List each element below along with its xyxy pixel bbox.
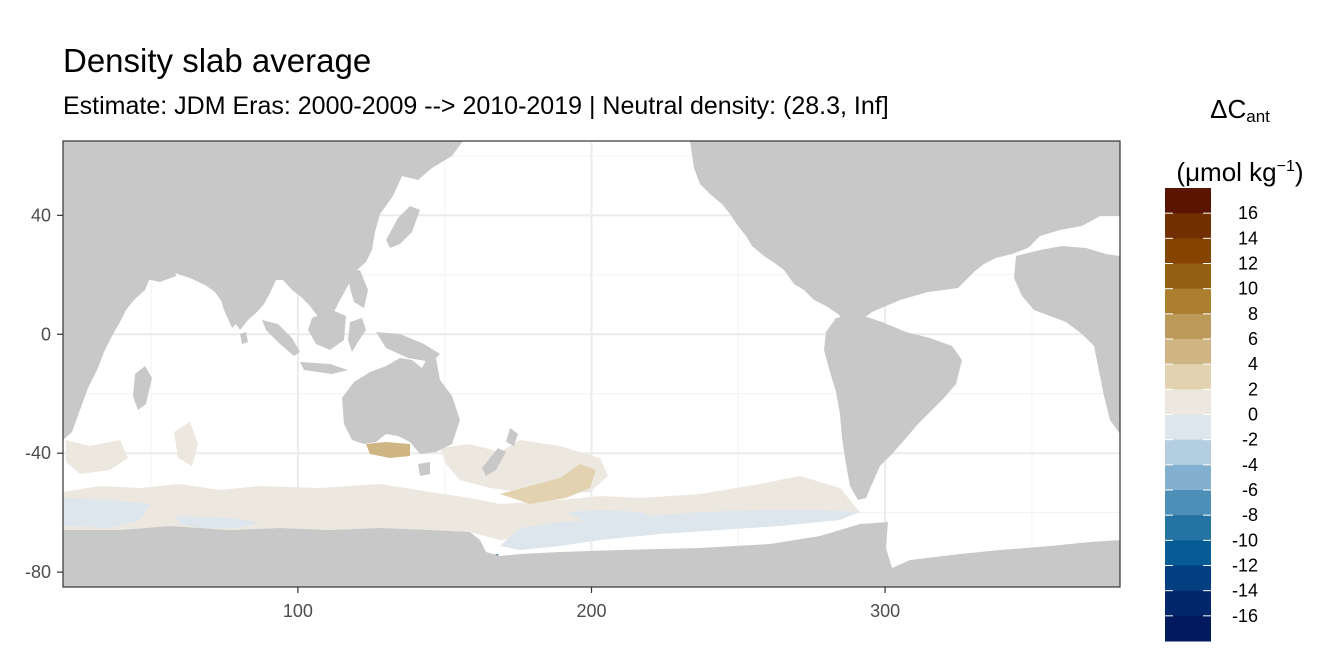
data-field-layer (63, 422, 860, 564)
colorbar-label: 12 (1238, 254, 1258, 274)
land-greenland (1060, 141, 1120, 196)
colorbar-label: 16 (1238, 203, 1258, 223)
colorbar-label: 2 (1248, 379, 1258, 399)
colorbar-label: 10 (1238, 279, 1258, 299)
land-australia (342, 352, 460, 454)
land-newguinea (376, 332, 440, 362)
colorbar-swatch (1165, 414, 1211, 441)
land-newzealand (482, 428, 518, 476)
colorbar-swatch (1165, 364, 1211, 390)
colorbar-swatch (1165, 288, 1211, 315)
colorbar-swatch (1165, 389, 1211, 415)
colorbar-label: -14 (1232, 581, 1258, 601)
colorbar-label: -10 (1232, 530, 1258, 550)
plot-subtitle: Estimate: JDM Eras: 2000-2009 --> 2010-2… (63, 92, 889, 120)
colorbar-swatch (1165, 213, 1211, 239)
colorbar-label: 6 (1248, 329, 1258, 349)
colorbar-label: -2 (1242, 430, 1258, 450)
y-tick-label: 40 (31, 205, 51, 225)
land-srilanka (240, 332, 248, 344)
colorbar: 16 14 12 10 8 6 4 2 0 -2 -4 -6 -8 -10 -12 -14 -16 (1165, 188, 1258, 642)
colorbar-swatch (1165, 615, 1211, 642)
legend-unit: (μmol kg−1) (1176, 157, 1304, 187)
colorbar-swatch (1165, 540, 1211, 566)
legend-title: ΔCant (μmol kg−1) (1150, 84, 1330, 197)
land-philippines (348, 270, 368, 308)
colorbar-label: -8 (1242, 505, 1258, 525)
field-region-4 (740, 476, 830, 506)
legend-variable: ΔCant (1210, 94, 1270, 126)
land-cuba (908, 268, 948, 280)
colorbar-label: -12 (1232, 556, 1258, 576)
colorbar-swatch (1165, 464, 1211, 491)
plot-title: Density slab average (63, 42, 372, 79)
land-africa-east-wrap (1014, 246, 1120, 434)
colorbar-swatch (1165, 490, 1211, 516)
land-eurasia-africa (63, 141, 463, 440)
land-sulawesi (348, 318, 366, 352)
colorbar-label: 4 (1248, 354, 1258, 374)
land-layer (63, 141, 1120, 587)
field-region-2 (366, 442, 410, 458)
colorbar-swatch (1165, 313, 1211, 340)
land-antarctica (63, 522, 1120, 587)
y-tick-label: -40 (25, 443, 51, 463)
land-south-america (824, 314, 962, 500)
land-sumatra (262, 320, 300, 356)
colorbar-swatch (1165, 339, 1211, 365)
field-region-1 (63, 498, 860, 550)
land-tasmania (418, 462, 430, 476)
colorbar-swatch (1165, 188, 1211, 214)
x-tick-label: 300 (870, 601, 900, 621)
land-borneo (308, 310, 346, 350)
land-arabia (130, 250, 176, 282)
colorbar-label: -6 (1242, 480, 1258, 500)
land-japan (386, 206, 420, 248)
y-tick-label: -80 (25, 562, 51, 582)
x-tick-label: 200 (576, 601, 606, 621)
colorbar-swatch (1165, 439, 1211, 466)
land-madagascar (133, 366, 152, 410)
field-region-0 (63, 422, 860, 540)
colorbar-label: 14 (1238, 228, 1258, 248)
colorbar-swatch (1165, 515, 1211, 541)
colorbar-label: -16 (1232, 606, 1258, 626)
field-region-3 (500, 464, 596, 504)
land-north-america (690, 141, 1120, 324)
x-tick-label: 100 (283, 601, 313, 621)
field-region-5 (566, 510, 660, 526)
land-java (300, 362, 348, 374)
colorbar-label: 8 (1248, 304, 1258, 324)
colorbar-swatch (1165, 238, 1211, 264)
y-tick-label: 0 (41, 324, 51, 344)
land-india (216, 262, 258, 328)
colorbar-label: 0 (1248, 405, 1258, 425)
colorbar-label: -4 (1242, 455, 1258, 475)
colorbar-swatch (1165, 263, 1211, 290)
colorbar-swatch (1165, 590, 1211, 617)
colorbar-swatch (1165, 565, 1211, 592)
